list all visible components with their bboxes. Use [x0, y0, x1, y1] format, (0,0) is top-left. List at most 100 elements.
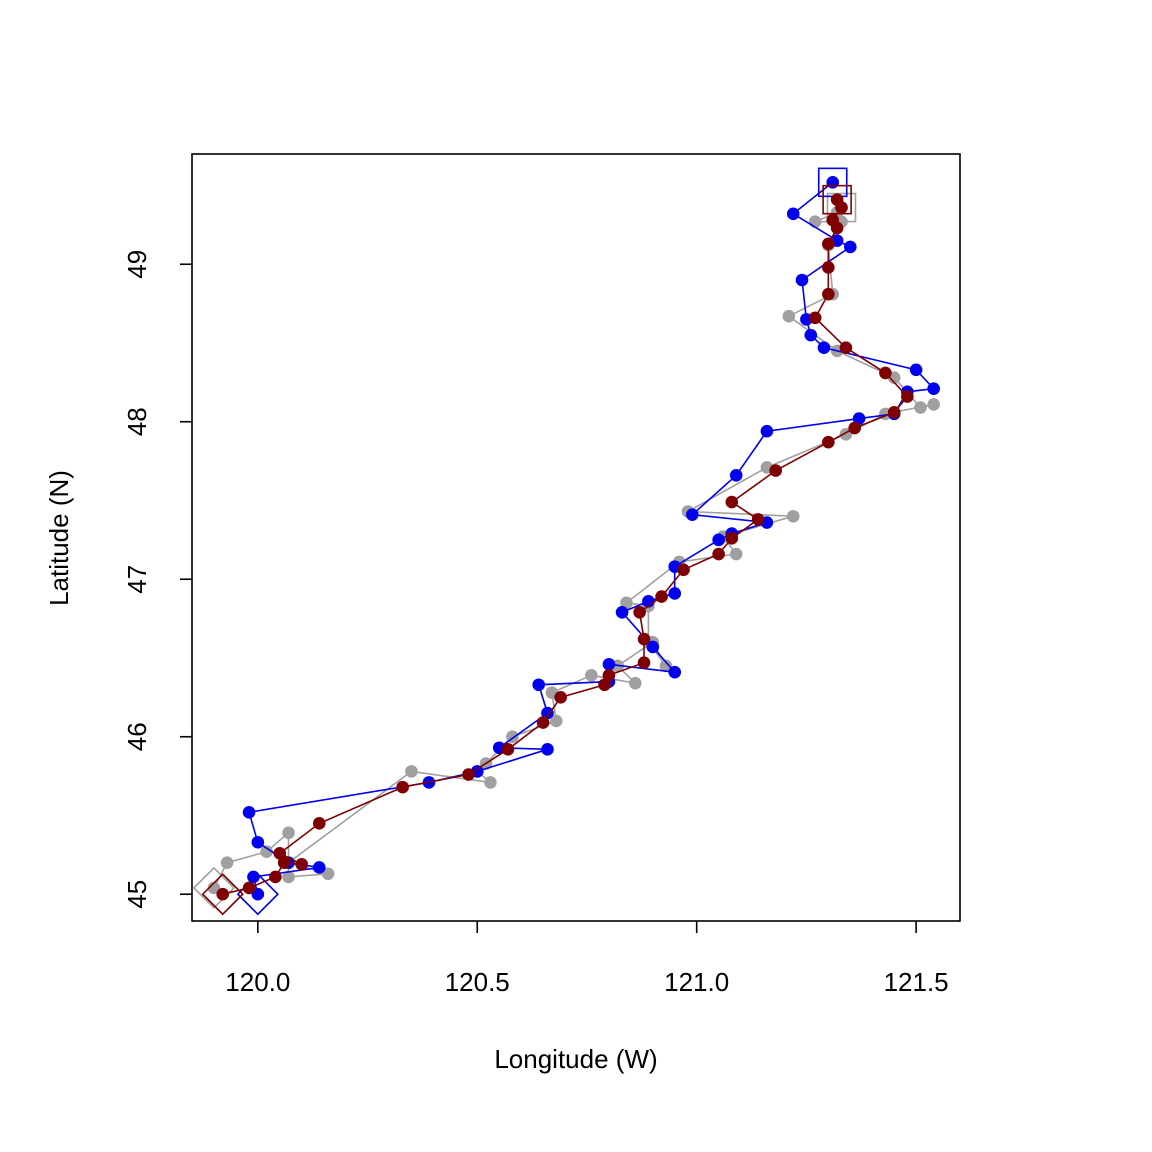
x-tick-label: 120.0 — [225, 967, 290, 997]
data-point — [536, 716, 550, 729]
data-point — [879, 366, 892, 380]
data-point — [685, 508, 699, 521]
data-point — [220, 856, 234, 870]
data-point — [712, 547, 725, 561]
data-point — [484, 776, 497, 789]
start-marker-diamond — [192, 866, 236, 910]
data-point — [822, 261, 835, 274]
data-point — [782, 309, 796, 323]
data-point — [804, 328, 818, 342]
data-point — [598, 678, 611, 692]
data-point — [725, 495, 739, 509]
data-point — [909, 363, 923, 377]
data-point — [659, 659, 673, 673]
data-point — [633, 606, 646, 619]
data-point — [295, 858, 309, 871]
data-point — [839, 341, 853, 355]
data-point — [927, 382, 940, 395]
data-point — [242, 881, 256, 895]
data-point — [602, 669, 616, 682]
data-point — [247, 870, 260, 884]
data-point — [843, 240, 857, 254]
data-point — [751, 513, 765, 526]
data-point — [532, 678, 545, 692]
data-point — [927, 398, 940, 411]
data-point — [646, 640, 660, 654]
data-point — [637, 656, 651, 670]
data-point — [628, 676, 642, 690]
data-point — [712, 533, 725, 547]
series-line — [213, 206, 934, 889]
data-point — [602, 657, 616, 671]
data-point — [312, 861, 326, 874]
x-tick-label: 121.0 — [664, 967, 729, 997]
data-point — [848, 421, 861, 435]
data-point — [826, 213, 840, 227]
series-1 — [192, 192, 940, 910]
data-point — [822, 287, 835, 301]
data-point — [914, 401, 927, 414]
data-point — [729, 547, 743, 561]
data-point — [668, 587, 682, 600]
data-point — [786, 207, 800, 221]
data-point — [260, 845, 273, 859]
data-point — [760, 424, 774, 438]
data-point — [817, 341, 831, 355]
data-point — [541, 706, 554, 720]
end-marker-square — [826, 192, 857, 223]
data-point — [273, 846, 287, 860]
data-point — [637, 632, 651, 646]
data-point — [269, 870, 282, 884]
data-point — [396, 780, 409, 794]
y-tick-label: 45 — [122, 880, 152, 909]
data-point — [808, 311, 822, 325]
data-point — [826, 176, 840, 189]
data-point — [585, 669, 598, 682]
x-axis: 120.0 120.5 121.0 121.5 — [225, 921, 949, 997]
data-point — [668, 665, 682, 679]
data-point — [852, 412, 866, 425]
data-point — [822, 237, 835, 251]
y-axis: 45 46 47 48 49 — [122, 250, 192, 909]
data-point — [277, 856, 291, 870]
data-point — [795, 273, 809, 287]
data-point — [312, 817, 326, 830]
data-point — [501, 743, 515, 756]
data-point — [282, 826, 295, 840]
data-point — [321, 867, 335, 881]
end-marker-square — [822, 184, 852, 215]
data-point — [620, 596, 633, 610]
y-axis-label: Latitude (N) — [44, 470, 74, 606]
data-point — [677, 563, 690, 577]
data-point — [808, 215, 822, 229]
data-point — [405, 765, 418, 778]
data-point — [554, 691, 567, 704]
data-point — [251, 835, 265, 849]
plot-frame — [191, 153, 961, 922]
data-point — [216, 887, 230, 901]
start-marker-diamond — [201, 873, 244, 916]
data-point — [282, 870, 295, 884]
y-tick-label: 47 — [122, 565, 152, 594]
data-point — [901, 390, 914, 403]
series-2 — [236, 167, 940, 916]
x-axis-label: Longitude (W) — [494, 1044, 657, 1074]
x-tick-label: 120.5 — [445, 967, 510, 997]
series-layer — [192, 167, 940, 916]
data-point — [655, 590, 668, 603]
y-tick-label: 49 — [122, 250, 152, 279]
x-tick-label: 121.5 — [884, 967, 949, 997]
data-point — [769, 464, 782, 477]
data-point — [615, 606, 629, 619]
data-point — [207, 881, 221, 895]
data-point — [549, 714, 563, 728]
data-point — [251, 887, 265, 901]
data-point — [462, 768, 475, 781]
series-3 — [201, 184, 914, 916]
data-point — [830, 193, 844, 206]
data-point — [541, 743, 554, 756]
data-point — [786, 509, 800, 523]
y-tick-label: 48 — [122, 407, 152, 436]
data-point — [725, 531, 739, 545]
